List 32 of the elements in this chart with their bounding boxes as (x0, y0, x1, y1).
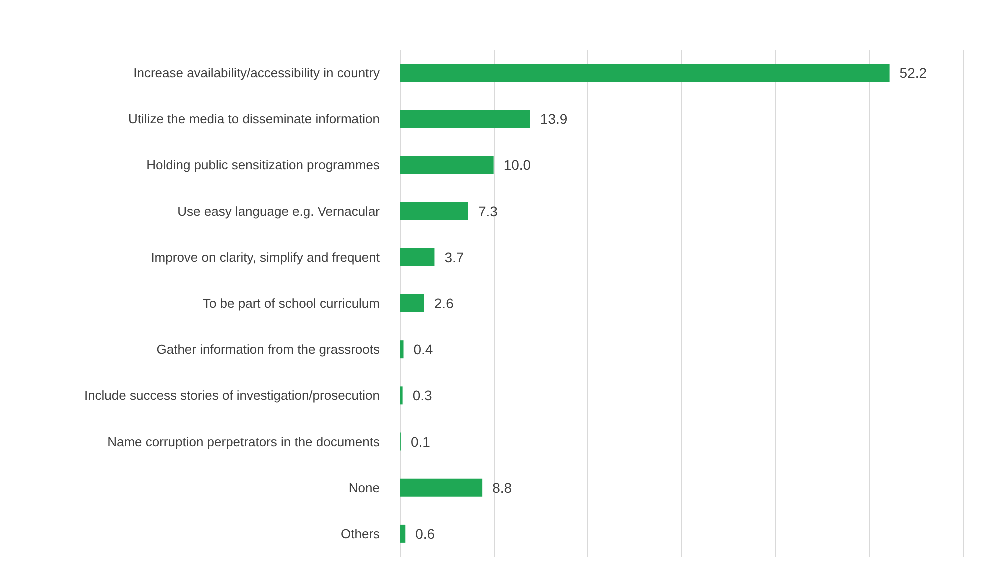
data-label: 0.3 (412, 388, 432, 404)
y-tick-label: Gather information from the grassroots (156, 342, 380, 358)
data-label: 0.1 (410, 434, 431, 450)
bar (400, 64, 890, 82)
bar (400, 524, 406, 543)
y-tick-label: To be part of school curriculum (202, 296, 380, 311)
bar (400, 248, 435, 266)
data-label: 2.6 (434, 296, 454, 312)
y-tick-label: Include success stories of investigation/prosecution (84, 388, 380, 404)
data-label: 10.0 (504, 157, 532, 174)
y-tick-label: Others (340, 526, 380, 542)
y-tick-label: Name corruption perpetrators in the documents (108, 434, 380, 450)
y-tick-label: Holding public sensitization programmes (146, 158, 380, 173)
bar (400, 386, 403, 405)
bar (400, 202, 468, 220)
bar (400, 156, 494, 174)
y-tick-label: Improve on clarity, simplify and frequent (151, 250, 380, 265)
bar (400, 478, 483, 497)
y-tick-label: Use easy language e.g. Vernacular (178, 204, 381, 219)
bar (400, 340, 404, 359)
bar (400, 294, 424, 312)
data-label: 8.8 (492, 480, 512, 496)
y-tick-label: None (348, 480, 380, 496)
data-label: 0.4 (414, 342, 434, 358)
data-label: 13.9 (540, 111, 568, 128)
data-label: 0.6 (416, 526, 436, 542)
bar (400, 110, 530, 128)
data-label: 3.7 (444, 249, 464, 266)
y-tick-label: Utilize the media to disseminate information (128, 112, 380, 127)
y-tick-label: Increase availability/accessibility in country (134, 66, 380, 81)
data-label: 7.3 (478, 203, 498, 220)
data-label: 52.2 (900, 65, 928, 82)
